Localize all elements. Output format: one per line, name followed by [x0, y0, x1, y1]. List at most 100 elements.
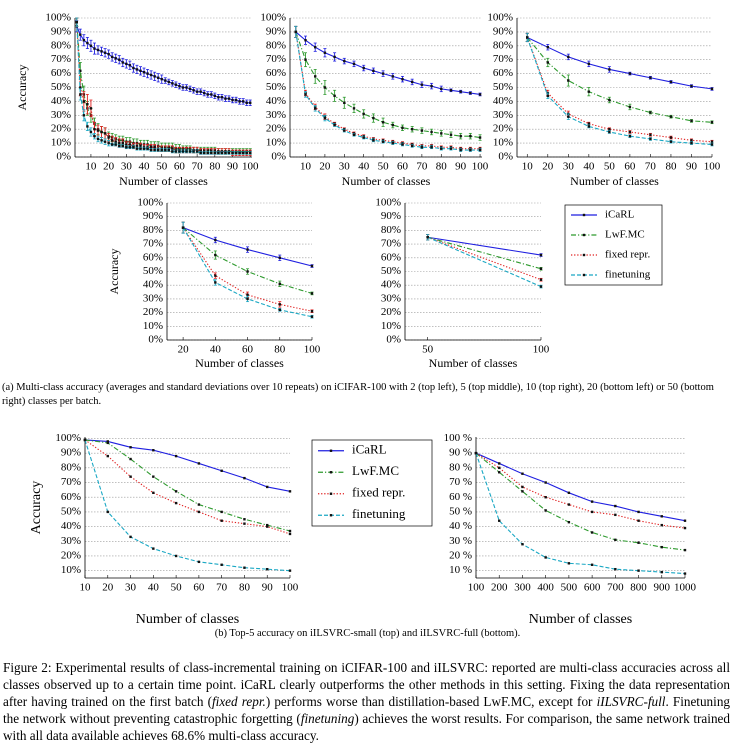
x-tick-label: 60 — [397, 161, 409, 173]
y-tick-label: 40% — [51, 95, 71, 107]
marker — [82, 114, 86, 117]
marker — [129, 475, 132, 478]
marker — [521, 490, 524, 493]
y-tick-label: 60 % — [449, 491, 472, 503]
marker — [410, 128, 414, 131]
marker — [426, 236, 429, 239]
marker — [181, 150, 185, 153]
y-tick-label: 50 % — [449, 505, 472, 517]
marker — [637, 541, 640, 544]
x-tick-label: 40 — [358, 161, 370, 173]
legend-label: iCaRL — [352, 442, 387, 457]
y-tick-label: 10% — [493, 137, 513, 149]
marker — [241, 151, 245, 155]
y-tick-label: 100% — [375, 197, 401, 209]
marker — [89, 107, 93, 110]
y-tick-label: 90 % — [449, 447, 472, 459]
x-tick-label: 90 — [686, 161, 698, 173]
marker — [93, 47, 96, 50]
y-tick-label: 20% — [381, 306, 401, 318]
marker — [106, 510, 109, 514]
marker — [192, 150, 195, 153]
marker — [118, 144, 121, 148]
series-line — [427, 236, 542, 288]
marker — [420, 129, 424, 132]
marker — [195, 150, 199, 153]
marker — [217, 151, 220, 155]
marker — [125, 146, 128, 149]
legend-label: finetuning — [605, 269, 651, 281]
marker — [167, 148, 171, 152]
marker — [107, 141, 110, 145]
marker — [197, 510, 201, 514]
legend-label: fixed repr. — [605, 249, 650, 261]
x-tick-label: 80 — [274, 344, 286, 356]
marker — [637, 519, 640, 522]
y-tick-label: 80% — [381, 224, 401, 236]
marker — [142, 147, 146, 150]
marker — [391, 141, 394, 145]
y-tick-label: 30% — [51, 109, 71, 121]
marker — [243, 518, 246, 521]
marker — [278, 282, 281, 286]
y-tick-label: 70% — [143, 238, 163, 250]
marker — [683, 526, 687, 530]
marker — [567, 520, 571, 524]
marker — [608, 98, 611, 102]
marker — [343, 129, 346, 132]
x-tick-label: 50 — [378, 161, 390, 173]
marker — [660, 515, 663, 518]
marker — [174, 83, 178, 86]
marker — [96, 48, 100, 52]
y-tick-label: 30% — [266, 109, 286, 121]
marker — [83, 438, 87, 442]
marker — [121, 144, 124, 148]
marker — [278, 303, 281, 306]
series-line — [427, 236, 542, 256]
marker — [164, 148, 167, 152]
x-tick-label: 400 — [537, 582, 554, 594]
x-tick-label: 10 — [80, 582, 92, 594]
x-tick-label: 200 — [491, 582, 508, 594]
marker — [690, 141, 693, 145]
x-tick-label: 30 — [339, 161, 351, 173]
marker — [171, 147, 174, 150]
x-axis-label: Number of classes — [529, 612, 632, 625]
x-axis-label: Number of classes — [136, 612, 239, 625]
y-tick-label: 60% — [493, 67, 513, 79]
y-axis-label: Accuracy — [29, 481, 44, 535]
marker — [214, 238, 217, 242]
marker — [103, 132, 107, 135]
marker — [110, 55, 114, 59]
chart: 0% 10% 20% 30%40% 50% 60%70% 80% 90%100% 50 100 Nu… — [375, 197, 663, 370]
marker — [521, 485, 524, 489]
marker — [420, 83, 424, 86]
marker — [174, 554, 178, 558]
legend-marker — [582, 213, 586, 217]
marker — [401, 126, 404, 130]
marker — [149, 73, 153, 77]
marker — [107, 52, 110, 56]
marker — [521, 472, 524, 475]
y-tick-label: 80% — [493, 39, 513, 51]
marker — [243, 522, 246, 525]
marker — [100, 139, 103, 142]
marker — [660, 570, 663, 574]
charts: 0%10%20%30%40%50%60%70%80%90%100%10 20 30 4… — [15, 12, 721, 625]
chart: 0% 10% 20% 30% 40% 50% 60% 70% 80% 90%100% 10 20 30 4… — [260, 12, 488, 188]
caption-a: (a) Multi-class accuracy (averages and s… — [2, 382, 714, 407]
x-tick-label: 20 — [178, 344, 190, 356]
marker — [288, 569, 292, 572]
marker — [333, 94, 336, 98]
marker — [149, 146, 153, 149]
y-tick-label: 40% — [266, 95, 286, 107]
marker — [314, 45, 317, 49]
x-tick-label: 50 — [171, 582, 183, 594]
marker — [103, 140, 107, 143]
series-line — [527, 36, 713, 90]
marker — [86, 41, 89, 45]
marker — [278, 256, 281, 259]
marker — [149, 148, 153, 152]
y-tick-label: 100% — [55, 432, 81, 444]
y-tick-label: 80% — [143, 224, 163, 236]
